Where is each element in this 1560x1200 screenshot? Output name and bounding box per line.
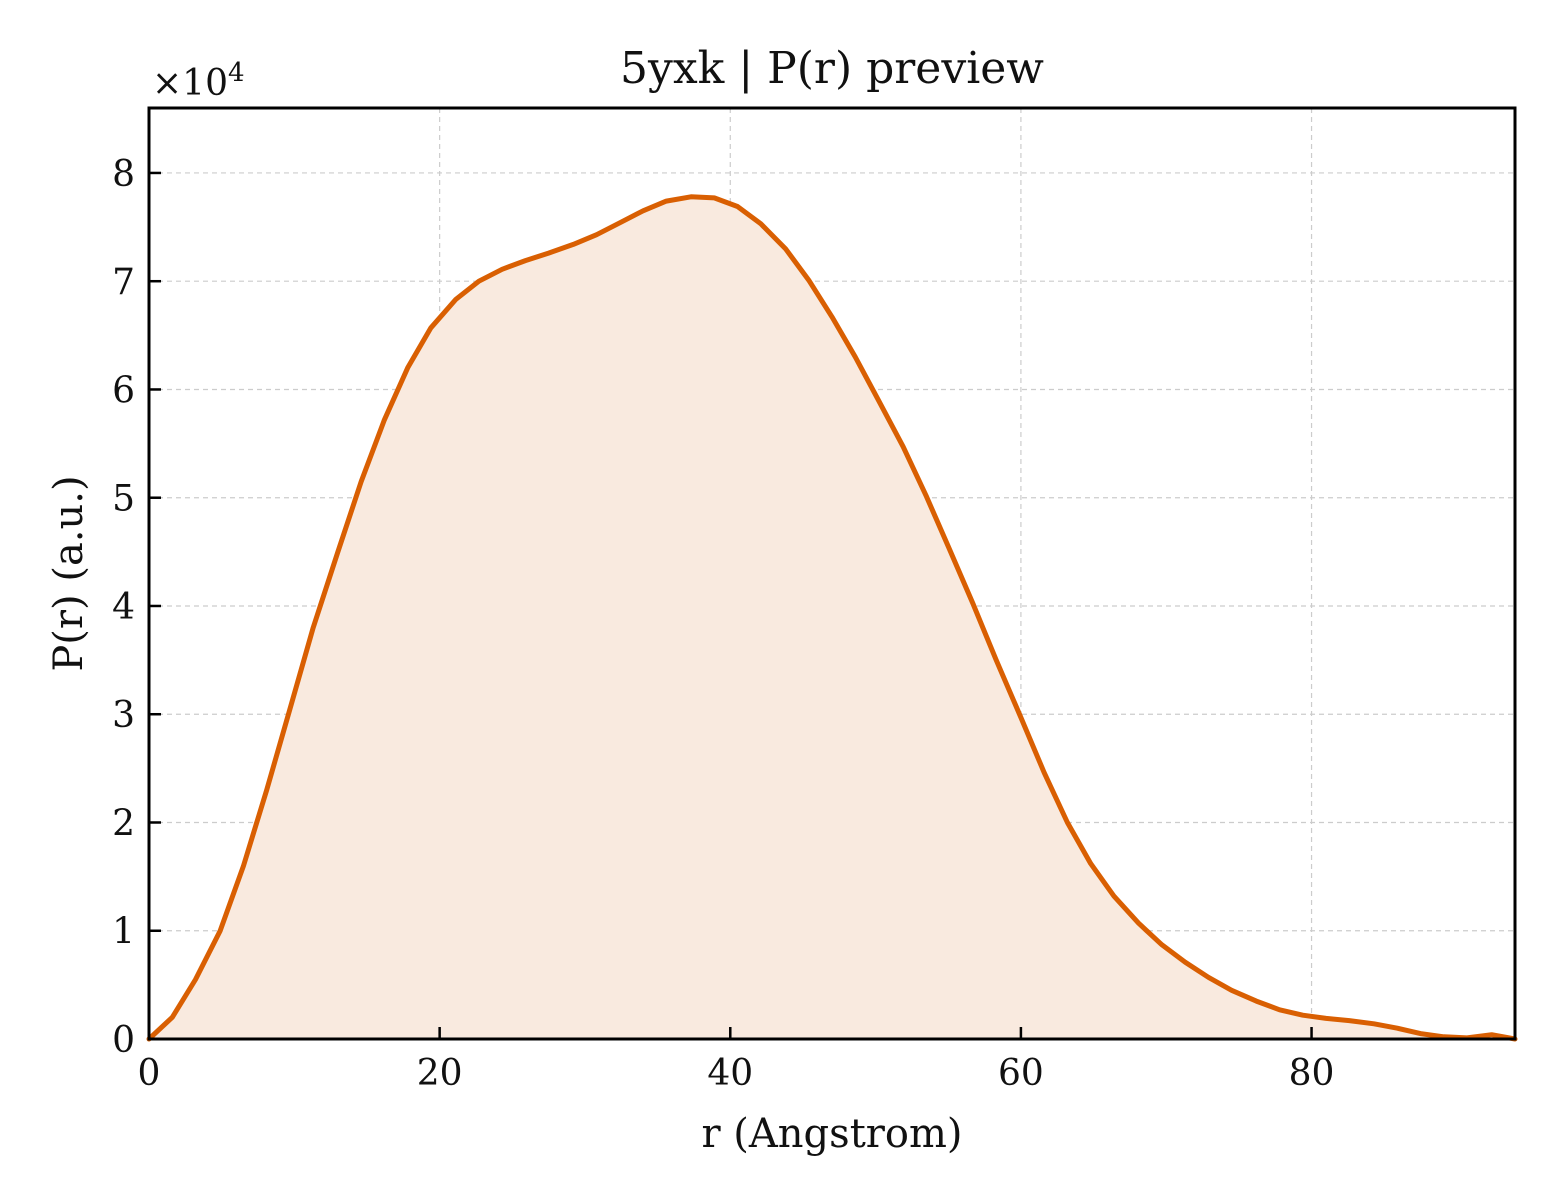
x-tick-label: 80 — [1289, 1053, 1335, 1094]
y-axis-label: P(r) (a.u.) — [46, 475, 92, 671]
y-tick-label: 7 — [112, 262, 135, 303]
y-tick-label: 6 — [112, 370, 135, 411]
y-scale-multiplier: ×104 — [152, 58, 245, 104]
pr-area-fill — [149, 196, 1515, 1040]
x-tick-label: 20 — [417, 1053, 463, 1094]
x-tick-label: 0 — [138, 1053, 161, 1094]
y-tick-label: 2 — [112, 803, 135, 844]
y-tick-label: 3 — [112, 695, 135, 736]
pr-curve-line — [146, 194, 1518, 1042]
y-scale-multiplier-base: ×10 — [152, 63, 228, 104]
y-tick-label: 5 — [112, 479, 135, 520]
y-tick-label: 0 — [112, 1020, 135, 1061]
axis-ticks — [147, 171, 1313, 1041]
x-tick-label: 40 — [707, 1053, 753, 1094]
y-tick-label: 1 — [112, 912, 135, 953]
x-tick-label: 60 — [998, 1053, 1044, 1094]
x-axis-label: r (Angstrom) — [701, 1111, 962, 1157]
plot-frame — [147, 106, 1517, 1041]
y-scale-multiplier-exponent: 4 — [228, 58, 245, 88]
y-tick-label: 8 — [112, 154, 135, 195]
y-tick-label: 4 — [112, 587, 135, 628]
chart-title: 5yxk | P(r) preview — [620, 43, 1044, 94]
tick-labels: 0 20 40 60 80 0 1 2 3 4 5 6 7 8 — [112, 154, 1334, 1094]
